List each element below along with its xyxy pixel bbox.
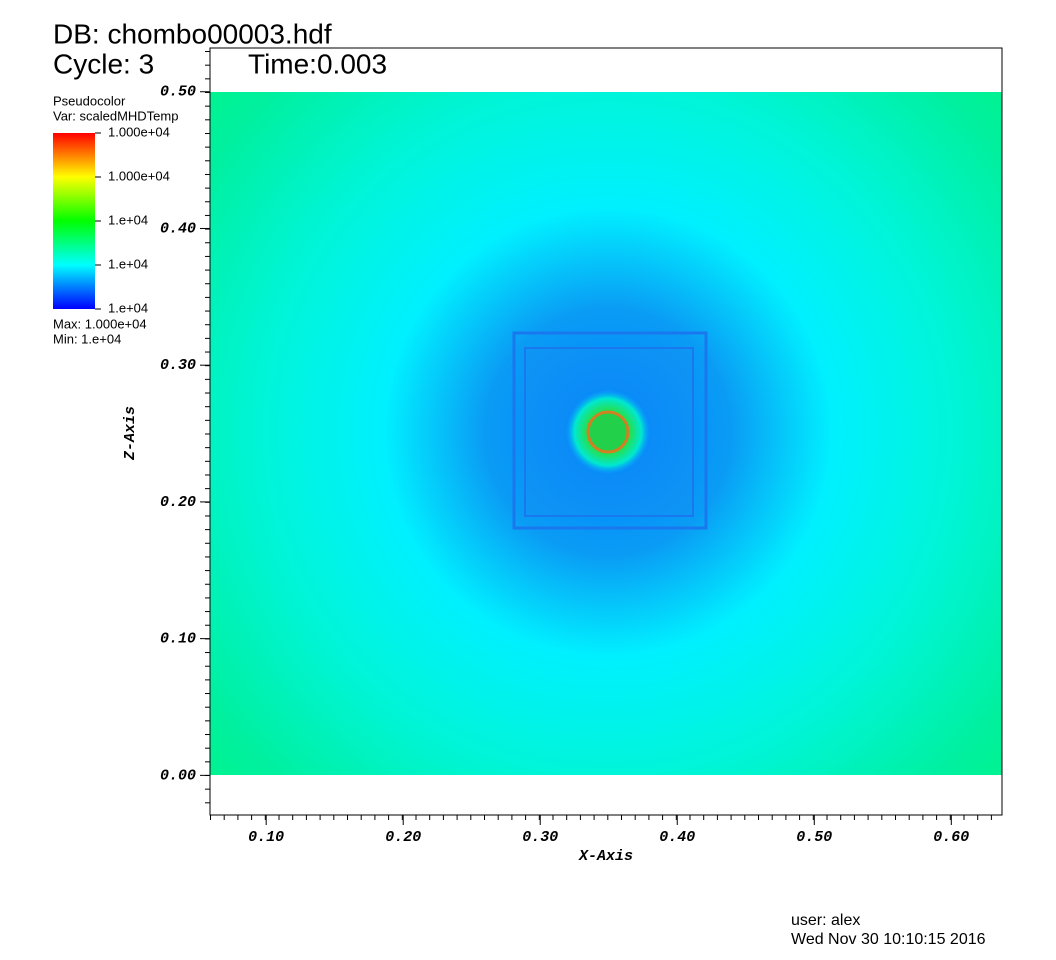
x-axis-label: X-Axis <box>578 848 633 865</box>
colorbar-label: 1.e+04 <box>108 212 148 227</box>
hot-core <box>586 410 630 454</box>
y-tick-label: 0.00 <box>160 767 196 784</box>
x-tick-label: 0.60 <box>933 829 969 846</box>
refinement-box <box>512 331 708 530</box>
y-tick-label: 0.20 <box>160 494 196 511</box>
x-tick-label: 0.40 <box>659 829 695 846</box>
max-label: Max: 1.000e+04 <box>53 316 147 331</box>
minor-ticks <box>205 48 210 815</box>
colorbar-label: 1.000e+04 <box>108 168 170 183</box>
y-tick-label: 0.10 <box>160 631 196 648</box>
y-tick-label: 0.30 <box>160 357 196 374</box>
colorbar-label: 1.e+04 <box>108 256 148 271</box>
x-tick-label: 0.10 <box>248 829 284 846</box>
colorbar <box>53 133 95 309</box>
date: Wed Nov 30 10:10:15 2016 <box>791 931 986 948</box>
minor-ticks <box>210 815 1002 820</box>
pseudocolor-image <box>210 92 1002 775</box>
min-label: Min: 1.e+04 <box>53 331 121 346</box>
database: DB: chombo00003.hdf <box>53 18 332 49</box>
colorbar-label: 1.000e+04 <box>108 124 170 139</box>
plot-name: Pseudocolor <box>53 93 126 108</box>
x-tick-label: 0.20 <box>385 829 421 846</box>
time: Time:0.003 <box>248 48 387 79</box>
cycle: Cycle: 3 <box>53 48 154 79</box>
y-axis-label: Z-Axis <box>122 406 139 461</box>
y-tick-label: 0.50 <box>160 84 196 101</box>
user: user: alex <box>791 912 860 929</box>
variable: Var: scaledMHDTemp <box>53 108 178 123</box>
colorbar-label: 1.e+04 <box>108 300 148 315</box>
x-tick-label: 0.50 <box>796 829 832 846</box>
x-tick-label: 0.30 <box>522 829 558 846</box>
y-tick-label: 0.40 <box>160 220 196 237</box>
